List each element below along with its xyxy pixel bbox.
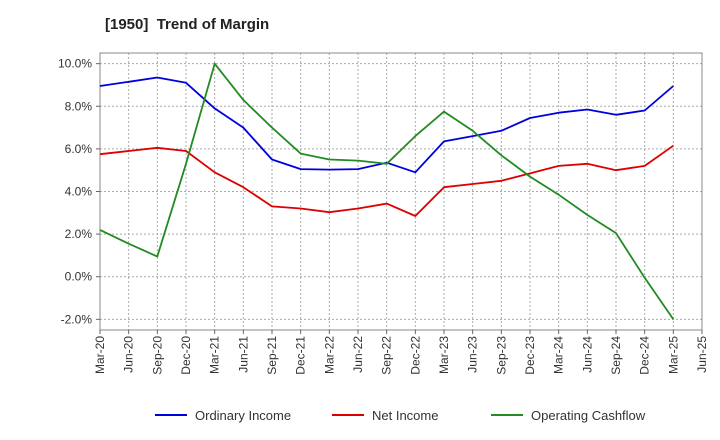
x-tick-label: Jun-25 (695, 336, 709, 373)
legend: Ordinary Income Net Income Operating Cashf… (155, 408, 646, 423)
x-tick-label: Mar-20 (93, 336, 107, 374)
x-tick-label: Dec-24 (638, 336, 652, 375)
x-tick-label: Sep-24 (609, 336, 623, 375)
chart-title: [1950] Trend of Margin (105, 16, 270, 33)
legend-label-operating-cashflow: Operating Cashflow (531, 408, 646, 423)
y-tick-label: 8.0% (65, 99, 93, 113)
x-tick-label: Mar-25 (666, 336, 680, 374)
y-tick-label: 2.0% (65, 227, 93, 241)
x-tick-label: Dec-22 (408, 336, 422, 375)
x-tick-label: Mar-22 (322, 336, 336, 374)
y-tick-label: 10.0% (58, 57, 92, 71)
x-tick-label: Sep-22 (380, 336, 394, 375)
series-line-net-income (99, 144, 674, 217)
x-tick-label: Mar-23 (437, 336, 451, 374)
x-tick-label: Sep-23 (494, 336, 508, 375)
x-tick-label: Sep-20 (150, 336, 164, 375)
x-tick-label: Dec-20 (179, 336, 193, 375)
x-tick-label: Mar-24 (552, 336, 566, 374)
legend-label-net-income: Net Income (372, 408, 438, 423)
legend-label-ordinary-income: Ordinary Income (195, 408, 291, 423)
series-line-operating-cashflow (99, 62, 675, 320)
y-tick-label: 4.0% (65, 185, 93, 199)
x-tick-label: Jun-22 (351, 336, 365, 373)
x-tick-label: Jun-24 (580, 336, 594, 373)
y-tick-label: 0.0% (65, 270, 93, 284)
y-tick-label: 6.0% (65, 142, 93, 156)
x-tick-label: Dec-21 (294, 336, 308, 375)
y-axis-ticks: -2.0% 0.0% 2.0% 4.0% 6.0% 8.0% 10.0% (58, 57, 100, 326)
x-tick-label: Dec-23 (523, 336, 537, 375)
x-tick-label: Jun-21 (236, 336, 250, 373)
x-tick-label: Mar-21 (208, 336, 222, 374)
x-tick-label: Jun-20 (122, 336, 136, 373)
grid-layer (100, 53, 702, 330)
y-tick-label: -2.0% (61, 312, 93, 326)
x-axis-ticks: Mar-20 Jun-20 Sep-20 Dec-20 Mar-21 Jun-21 Sep-… (93, 330, 709, 375)
x-tick-label: Jun-23 (466, 336, 480, 373)
series-layer (99, 62, 675, 320)
x-tick-label: Sep-21 (265, 336, 279, 375)
